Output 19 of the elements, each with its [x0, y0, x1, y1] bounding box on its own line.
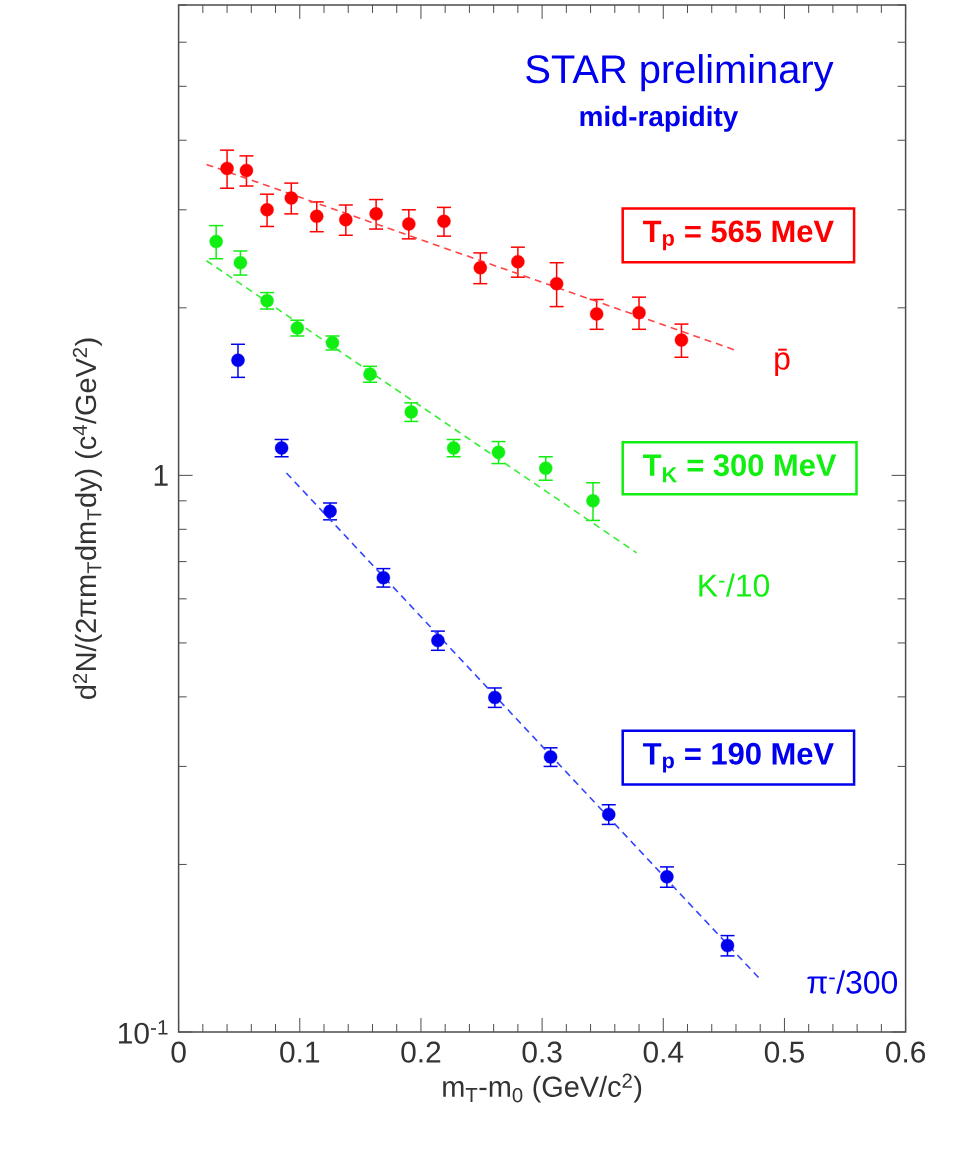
text: π$^{-}$/300	[807, 970, 898, 994]
x-tick-label: 0.5	[765, 1041, 805, 1063]
annotation: T$_{p}$ = 190 MeV	[643, 742, 835, 773]
x-tick-label: 0.2	[401, 1041, 441, 1063]
x-tick-label: 0.4	[643, 1041, 684, 1063]
x-tick-label: 0.3	[522, 1041, 562, 1063]
text: p̄	[775, 348, 790, 377]
y-tick-label: 10$^{-1}$	[119, 1020, 168, 1044]
annotation: T$_{K}$ = 300 MeV	[643, 454, 837, 483]
x-tick-label: 0.6	[886, 1041, 926, 1063]
text: K$^{-}$/10	[699, 573, 770, 597]
x-axis-title: m$_{T}$-m$_{0}$ (GeV/c$^{2}$)	[443, 1073, 642, 1103]
y-tick-label: 1	[154, 465, 168, 486]
text: d$^{2}$N/(2πm$_{T}$dm$_{T}$dy) (c$^{4}$/GeV$^{2}$)	[72, 338, 103, 699]
x-tick-label: 0	[171, 1041, 186, 1063]
annotation: mid-rapidity	[580, 105, 739, 132]
annotation: T$_{p}$ = 565 MeV	[643, 220, 835, 251]
x-tick-label: 0.1	[280, 1041, 320, 1063]
annotation: STAR preliminary	[526, 54, 834, 92]
